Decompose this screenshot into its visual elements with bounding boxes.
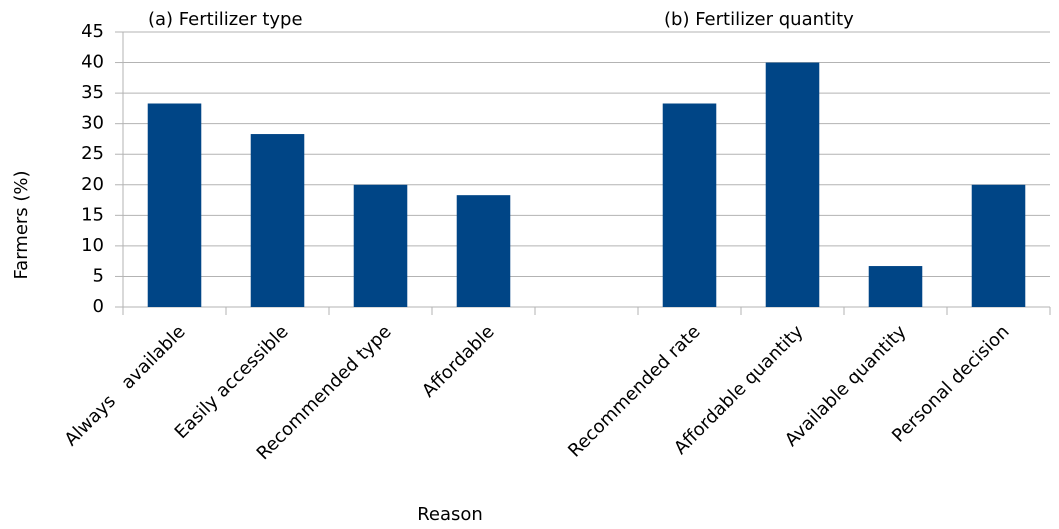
y-tick-label: 45 (81, 21, 104, 42)
x-tick-label: Always available (61, 321, 190, 450)
x-tick-label: Affordable (418, 321, 498, 401)
y-tick-label: 40 (81, 52, 104, 73)
bar (971, 184, 1026, 307)
bar (765, 62, 820, 307)
y-tick-label: 0 (93, 296, 104, 317)
y-tick-label: 5 (93, 265, 104, 286)
x-tick-label: Easily accessible (171, 321, 293, 443)
x-axis-label: Reason (417, 504, 483, 525)
bar (250, 134, 305, 307)
y-axis-label: Farmers (%) (11, 170, 32, 279)
annotation: (b) Fertilizer quantity (664, 9, 854, 30)
y-tick-label: 25 (81, 143, 104, 164)
bar (147, 103, 202, 307)
bar (868, 266, 923, 307)
y-tick-label: 35 (81, 82, 104, 103)
y-tick-label: 20 (81, 174, 104, 195)
y-tick-label: 10 (81, 235, 104, 256)
y-tick-label: 15 (81, 204, 104, 225)
bar (353, 184, 408, 307)
x-tick-label: Personal decision (888, 321, 1013, 446)
bar (456, 195, 511, 307)
bar (662, 103, 717, 307)
annotation: (a) Fertilizer type (148, 9, 303, 30)
y-tick-label: 30 (81, 113, 104, 134)
